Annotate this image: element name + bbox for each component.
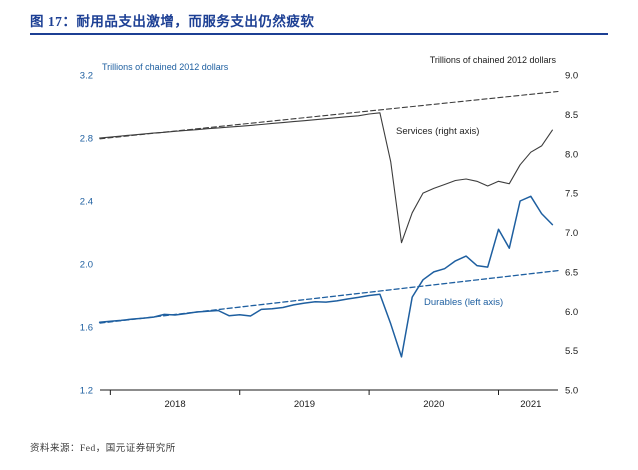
right-tick-label: 6.0 bbox=[565, 307, 578, 318]
right-tick-label: 6.5 bbox=[565, 267, 578, 278]
right-tick-label: 8.0 bbox=[565, 149, 578, 160]
x-tick-label: 2021 bbox=[520, 399, 541, 410]
title-underline bbox=[30, 33, 608, 35]
left-tick-label: 2.4 bbox=[80, 197, 93, 208]
series-line-services-trend bbox=[99, 90, 559, 140]
x-tick-label: 2019 bbox=[294, 399, 315, 410]
left-tick-label: 1.2 bbox=[80, 386, 93, 397]
right-tick-label: 8.5 bbox=[565, 110, 578, 121]
series-line-durables-trend bbox=[99, 269, 559, 324]
left-tick-label: 1.6 bbox=[80, 323, 93, 334]
left-tick-label: 2.0 bbox=[80, 260, 93, 271]
series-line-durables bbox=[98, 195, 554, 358]
durables-series-label: Durables (left axis) bbox=[424, 297, 504, 308]
right-tick-label: 9.0 bbox=[565, 71, 578, 82]
right-tick-label: 5.5 bbox=[565, 346, 578, 357]
right-axis-title: Trillions of chained 2012 dollars bbox=[429, 55, 556, 65]
right-tick-label: 5.0 bbox=[565, 386, 578, 397]
x-tick-label: 2018 bbox=[164, 399, 185, 410]
left-tick-label: 2.8 bbox=[80, 134, 93, 145]
right-tick-label: 7.0 bbox=[565, 228, 578, 239]
source-note: 资料来源：Fed，国元证券研究所 bbox=[30, 444, 176, 454]
left-tick-label: 3.2 bbox=[80, 71, 93, 82]
right-tick-label: 7.5 bbox=[565, 189, 578, 200]
x-tick-label: 2020 bbox=[423, 399, 444, 410]
services-series-label: Services (right axis) bbox=[396, 126, 480, 137]
figure-title: 图 17：耐用品支出激增，而服务支出仍然疲软 bbox=[30, 14, 315, 29]
left-axis-title: Trillions of chained 2012 dollars bbox=[102, 62, 229, 72]
